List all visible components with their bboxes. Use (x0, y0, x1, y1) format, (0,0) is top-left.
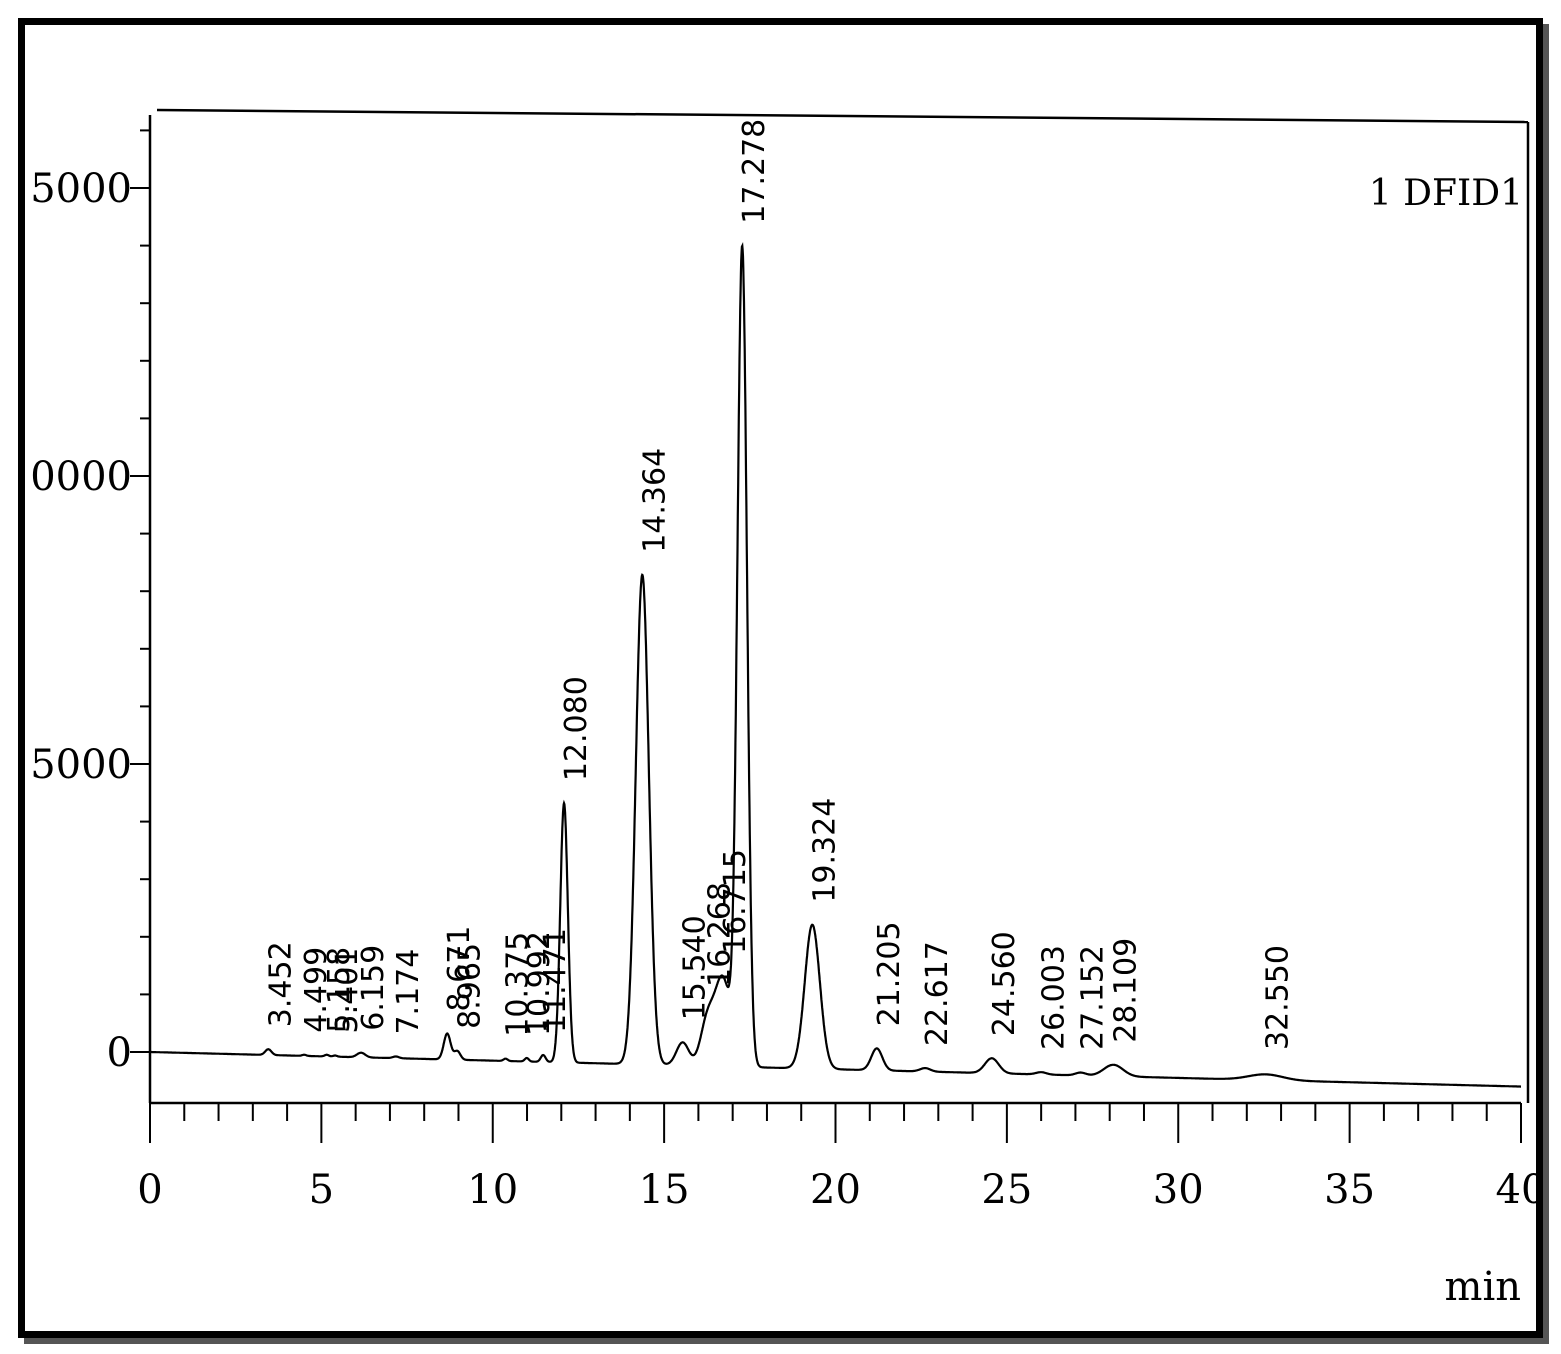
plot-border-top (156, 108, 1529, 124)
plot-area (156, 108, 1530, 1103)
signal-label: 1 DFID1 (1369, 173, 1523, 214)
peak-label: 16.268 (703, 882, 738, 987)
y-tick-label: 0 (107, 1030, 132, 1076)
peak-label: 10.375 (501, 932, 536, 1037)
peak-label: 22.617 (920, 941, 955, 1046)
x-tick-label: 15 (639, 1167, 690, 1213)
x-tick-label: 35 (1324, 1167, 1375, 1213)
peak-label: 28.109 (1108, 938, 1143, 1043)
peak-label: 24.560 (987, 931, 1022, 1036)
peak-label: 5.401 (330, 948, 365, 1034)
chromatogram-trace (150, 241, 1521, 1088)
chromatogram-chart: 0 5 10 15 20 25 30 35 40 0 5000 10000 15000 3.4524.… (25, 108, 1536, 1310)
x-tick-label: 0 (137, 1167, 162, 1213)
peak-label: 19.324 (807, 798, 842, 903)
peak-label: 6.159 (356, 945, 391, 1031)
x-tick-label: 5 (309, 1167, 334, 1213)
peak-label: 3.452 (263, 941, 298, 1027)
chart-frame: 0 5 10 15 20 25 30 35 40 0 5000 10000 15000 3.4524.… (18, 18, 1543, 1338)
x-tick-label: 40 (1496, 1167, 1536, 1213)
peak-label: 8.671 (442, 926, 477, 1012)
peak-label: 5.158 (322, 947, 357, 1033)
peak-label: 4.499 (299, 947, 334, 1033)
peak-label: 15.540 (678, 915, 713, 1020)
peak-label: 27.152 (1076, 945, 1111, 1050)
peak-label: 12.080 (559, 676, 594, 781)
peak-label: 16.715 (718, 849, 753, 954)
x-tick-label: 30 (1153, 1167, 1204, 1213)
peak-label: 10.992 (522, 931, 557, 1036)
x-tick-label: 20 (810, 1167, 861, 1213)
peak-label: 11.471 (538, 928, 573, 1033)
y-tick-label: 15000 (25, 166, 132, 212)
peak-label: 14.364 (637, 448, 672, 553)
peak-label: 17.278 (737, 119, 772, 224)
y-tick-label: 10000 (25, 454, 132, 500)
peak-label: 8.965 (452, 943, 487, 1029)
y-axis: 0 5000 10000 15000 (25, 115, 152, 1103)
peak-label: 21.205 (872, 921, 907, 1026)
x-tick-label: 25 (981, 1167, 1032, 1213)
peak-label: 26.003 (1036, 945, 1071, 1050)
x-axis-unit-label: min (1445, 1264, 1521, 1310)
x-tick-label: 10 (467, 1167, 518, 1213)
x-axis: 0 5 10 15 20 25 30 35 40 (137, 1101, 1536, 1213)
peak-label: 32.550 (1261, 945, 1296, 1050)
peak-label: 7.174 (391, 949, 426, 1035)
y-tick-label: 5000 (30, 742, 132, 788)
